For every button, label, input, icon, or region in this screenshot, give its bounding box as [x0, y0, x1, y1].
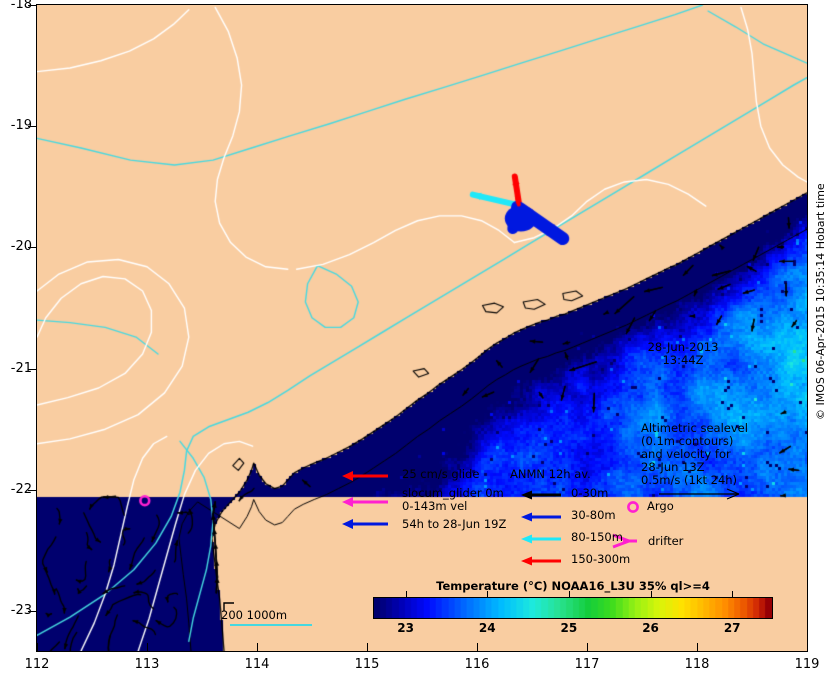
- x-tick: [697, 643, 698, 651]
- imos-credit: © IMOS 06-Apr-2015 10:35:14 Hobart time: [814, 183, 827, 420]
- anmn-arrow-30-80m-icon: [521, 512, 561, 522]
- altimetry-legend-line-1: (0.1m contours): [641, 434, 734, 448]
- anmn-legend-label-2: 80-150m: [571, 530, 623, 544]
- glider-legend-label-0: 25 cm/s glide: [402, 467, 480, 481]
- y-tick-label: -23: [10, 603, 32, 618]
- anmn-legend-label-3: 150-300m: [571, 552, 631, 566]
- x-tick-label: 116: [464, 657, 490, 672]
- altimetry-legend-line-4: 0.5m/s (1kt 24h): [641, 473, 738, 487]
- x-tick-label: 112: [24, 657, 50, 672]
- y-tick: [28, 247, 36, 249]
- y-tick: [28, 368, 36, 370]
- y-tick-label: -20: [10, 239, 32, 255]
- timestamp-time: 13:44Z: [662, 353, 704, 367]
- x-tick-label: 114: [244, 657, 270, 672]
- y-tick: [28, 611, 36, 612]
- drifter-chevron-icon: [612, 533, 637, 549]
- x-tick: [37, 643, 38, 651]
- colorbar-tick: [568, 591, 570, 598]
- glider-legend-label-2: 0-143m vel: [402, 499, 468, 513]
- y-tick: [28, 126, 36, 128]
- y-tick-label: -22: [10, 481, 32, 497]
- map-plot-area[interactable]: 28-Jun-2013 13:44Z Altimetric sealevel (…: [36, 4, 808, 652]
- x-tick-label: 119: [794, 657, 820, 672]
- colorbar-tick: [487, 591, 489, 598]
- bathymetry-legend-label: 200 1000m: [221, 608, 288, 622]
- altimetry-scale-arrow-icon: [659, 488, 740, 500]
- y-tick-label: -19: [10, 118, 32, 134]
- colorbar-tick: [732, 591, 734, 598]
- x-tick: [807, 643, 808, 651]
- x-tick-label: 118: [684, 657, 710, 672]
- drifter-legend-label: drifter: [648, 534, 684, 548]
- x-tick-label: 117: [574, 657, 600, 672]
- anmn-legend-label-0: 0-30m: [571, 486, 609, 500]
- glider-arrow-red-icon: [342, 471, 388, 481]
- altimetry-legend-line-3: 28-Jun 13Z: [641, 460, 705, 474]
- x-tick: [147, 643, 148, 651]
- x-tick: [257, 643, 258, 651]
- y-tick-label: -18: [10, 0, 32, 12]
- anmn-arrow-0-30m-icon: [521, 490, 561, 500]
- colorbar-tick-label: 25: [560, 621, 578, 635]
- y-tick: [28, 489, 36, 491]
- colorbar-title: Temperature (°C) NOAA16_L3U 35% ql>=4: [436, 579, 710, 593]
- colorbar-tick-label: 27: [723, 621, 741, 635]
- anmn-legend-label-1: 30-80m: [571, 508, 616, 522]
- colorbar-tick: [650, 591, 652, 598]
- timestamp-date: 28-Jun-2013: [647, 340, 719, 354]
- glider-arrow-blue-icon: [342, 519, 388, 529]
- altimetry-legend-line-0: Altimetric sealevel: [641, 421, 748, 435]
- bathymetry-legend-lines-icon: [223, 602, 312, 626]
- y-tick: [28, 5, 36, 6]
- anmn-arrow-80-150m-icon: [521, 534, 561, 544]
- x-tick: [367, 643, 368, 651]
- anmn-legend-title: ANMN 12h av.: [510, 467, 591, 481]
- x-tick-label: 113: [134, 657, 160, 672]
- x-tick: [477, 643, 478, 651]
- glider-arrow-magenta-icon: [342, 497, 388, 507]
- colorbar-tick: [405, 591, 407, 598]
- colorbar[interactable]: [373, 597, 773, 619]
- glider-legend-label-1: slocum_glider 0m: [402, 486, 504, 500]
- colorbar-tick-label: 26: [642, 621, 659, 635]
- y-tick-label: -21: [10, 360, 32, 376]
- colorbar-tick-label: 24: [478, 621, 496, 635]
- anmn-arrow-150-300m-icon: [521, 556, 561, 566]
- glider-legend-label-3: 54h to 28-Jun 19Z: [402, 517, 507, 531]
- map-overlay-canvas: [37, 5, 807, 651]
- x-tick: [587, 643, 588, 651]
- colorbar-gradient: [374, 598, 772, 618]
- argo-circle-icon: [627, 501, 639, 513]
- argo-legend-label: Argo: [647, 499, 674, 513]
- x-tick-label: 115: [354, 657, 380, 672]
- altimetry-legend-line-2: and velocity for: [641, 447, 731, 461]
- colorbar-tick-label: 23: [397, 621, 414, 635]
